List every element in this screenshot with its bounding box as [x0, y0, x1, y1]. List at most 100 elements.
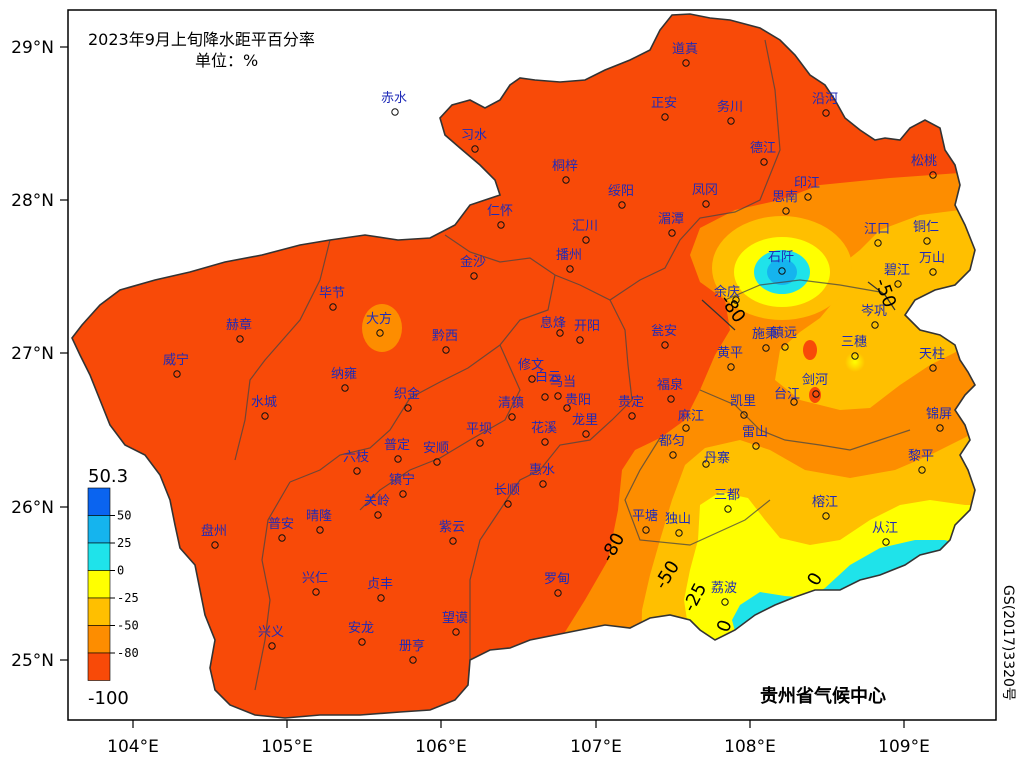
- station-marker: [554, 392, 562, 400]
- station-marker: [211, 541, 219, 549]
- station-label: 瓮安: [651, 324, 677, 339]
- map-title: 2023年9月上旬降水距平百分率: [88, 30, 315, 49]
- station-marker: [642, 526, 650, 534]
- station-label: 平塘: [632, 508, 658, 524]
- station: 晴隆: [306, 509, 332, 534]
- station-marker: [554, 589, 562, 597]
- station-marker: [433, 458, 441, 466]
- station-marker: [682, 59, 690, 67]
- station-label: 开阳: [574, 319, 600, 334]
- lon-tick-label: 105°E: [261, 737, 313, 757]
- longitude-ticks: 104°E 105°E 106°E 107°E 108°E 109°E: [107, 720, 930, 757]
- station-label: 纳雍: [331, 366, 357, 382]
- station-label: 息烽: [540, 315, 566, 331]
- unit-label: 单位：%: [195, 51, 258, 70]
- station-label: 六枝: [343, 450, 369, 465]
- station: 独山: [665, 512, 691, 537]
- station: 安龙: [348, 621, 374, 646]
- lat-tick-label: 29°N: [11, 38, 54, 58]
- station: 望谟: [442, 610, 468, 636]
- legend-min-label: -100: [88, 688, 129, 709]
- station: 贞丰: [367, 577, 393, 602]
- station: 平塘: [632, 508, 658, 534]
- station: 铜仁: [913, 220, 939, 245]
- station: 天柱: [919, 347, 945, 372]
- station: 水城: [251, 395, 277, 420]
- station-marker: [452, 628, 460, 636]
- station-marker: [376, 329, 384, 337]
- station: 普安: [268, 517, 294, 542]
- station: 六枝: [343, 450, 369, 475]
- station-label: 望谟: [442, 610, 468, 626]
- station-label: 黔西: [432, 329, 458, 344]
- station-label: 赫章: [226, 317, 252, 333]
- station-marker: [374, 511, 382, 519]
- station-marker: [442, 346, 450, 354]
- station-label: 江口: [864, 222, 890, 237]
- station-label: 余庆: [714, 284, 740, 300]
- station-marker: [341, 384, 349, 392]
- station: 思南: [772, 189, 798, 215]
- station-marker: [576, 336, 584, 344]
- station-label: 惠水: [529, 463, 555, 478]
- station-label: 赤水: [381, 91, 407, 106]
- fill-zhenyuan-patch: [803, 340, 817, 360]
- latitude-ticks: 29°N 28°N 27°N 26°N 25°N: [11, 38, 68, 671]
- station-marker: [628, 412, 636, 420]
- station-label: 从江: [872, 521, 898, 536]
- station-label: 麻江: [678, 409, 704, 424]
- station-label: 印江: [794, 176, 820, 191]
- station-label: 花溪: [531, 420, 557, 436]
- station-label: 安龙: [348, 621, 374, 636]
- station-marker: [669, 451, 677, 459]
- legend-swatch: [87, 515, 111, 544]
- station: 锦屏: [926, 407, 952, 432]
- station-label: 石阡: [768, 250, 794, 265]
- station-marker: [804, 193, 812, 201]
- station-marker: [918, 466, 926, 474]
- station: 三穗: [841, 335, 867, 360]
- station-marker: [497, 221, 505, 229]
- station: 镇宁: [389, 472, 415, 498]
- station-label: 关岭: [364, 494, 390, 509]
- station: 绥阳: [608, 184, 634, 209]
- station-label: 德江: [750, 141, 776, 156]
- station-marker: [661, 341, 669, 349]
- station: 湄潭: [658, 212, 684, 237]
- map-frame: [67, 9, 997, 721]
- station-label: 沿河: [812, 92, 838, 107]
- station-marker: [566, 265, 574, 273]
- station-label: 镇宁: [389, 472, 415, 488]
- legend-level-label: -80: [117, 646, 139, 660]
- station: 碧江: [884, 263, 910, 288]
- legend-level-label: 25: [117, 536, 131, 550]
- station-label: 都匀: [659, 434, 685, 449]
- station-marker: [732, 296, 740, 304]
- station: 岑巩: [861, 304, 887, 329]
- station: 惠水: [529, 463, 555, 488]
- station-marker: [724, 505, 732, 513]
- station: 正安: [651, 96, 677, 121]
- station-marker: [541, 438, 549, 446]
- station-label: 镇远: [771, 326, 797, 341]
- station-label: 荔波: [711, 581, 737, 596]
- station-marker: [727, 117, 735, 125]
- station-marker: [790, 398, 798, 406]
- station-label: 独山: [665, 512, 691, 527]
- station-marker: [268, 642, 276, 650]
- station-marker: [929, 171, 937, 179]
- lon-tick-label: 107°E: [570, 737, 622, 757]
- county-boundaries: [234, 39, 911, 691]
- station: 镇远: [771, 326, 797, 351]
- station-label: 施秉: [752, 326, 778, 342]
- station-label: 清镇: [498, 396, 524, 411]
- station-label: 兴仁: [302, 571, 328, 586]
- station-marker: [261, 412, 269, 420]
- station-label: 晴隆: [306, 509, 332, 524]
- station-marker: [936, 424, 944, 432]
- station-marker: [675, 529, 683, 537]
- station: 赫章: [226, 317, 252, 343]
- station-label: 三都: [714, 488, 740, 503]
- station: 开阳: [574, 319, 600, 344]
